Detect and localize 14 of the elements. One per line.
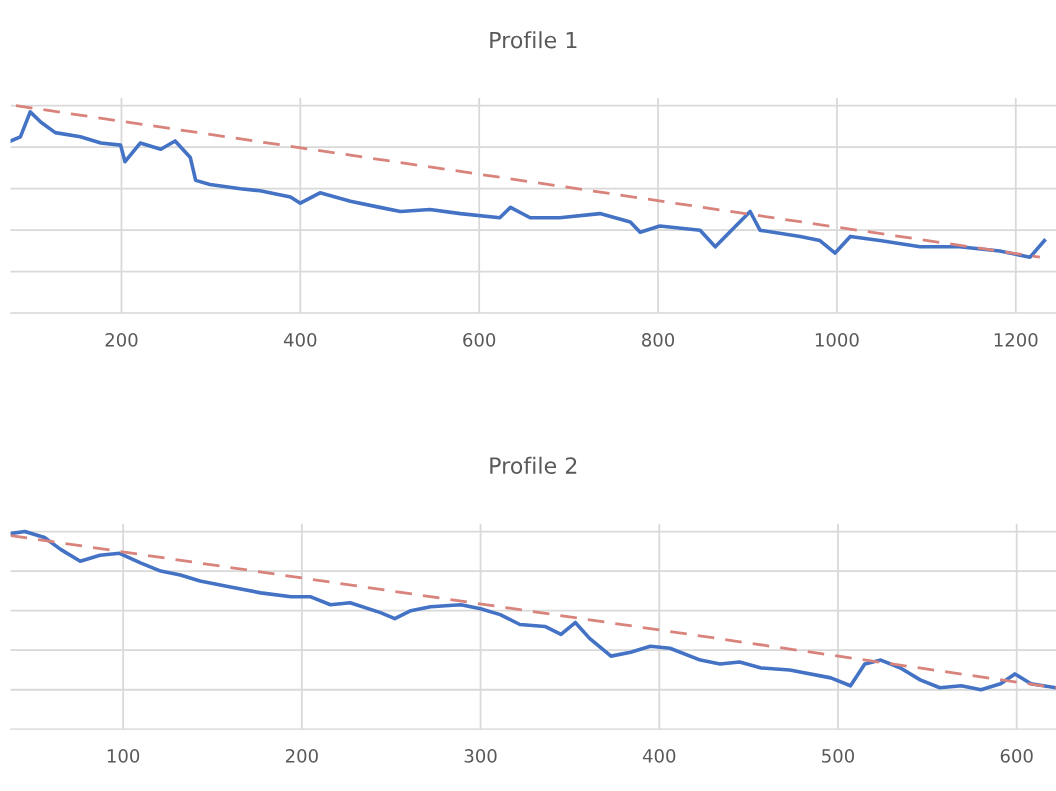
x-tick-label: 200 xyxy=(105,333,138,347)
x-tick-label: 600 xyxy=(463,333,496,347)
chart-title: Profile 1 xyxy=(490,31,577,49)
x-tick-label: 600 xyxy=(1000,749,1033,763)
x-tick-label: 400 xyxy=(642,749,676,763)
x-tick-label: 400 xyxy=(283,333,317,347)
chart-title: Profile 2 xyxy=(490,456,577,474)
x-tick-label: 800 xyxy=(642,333,675,347)
x-tick-label: 300 xyxy=(464,749,497,763)
x-tick-label: 500 xyxy=(822,749,855,763)
x-tick-label: 1200 xyxy=(994,333,1038,347)
x-tick-label: 100 xyxy=(107,749,140,763)
x-tick-label: 200 xyxy=(285,749,318,763)
x-tick-label: 1000 xyxy=(815,333,859,347)
